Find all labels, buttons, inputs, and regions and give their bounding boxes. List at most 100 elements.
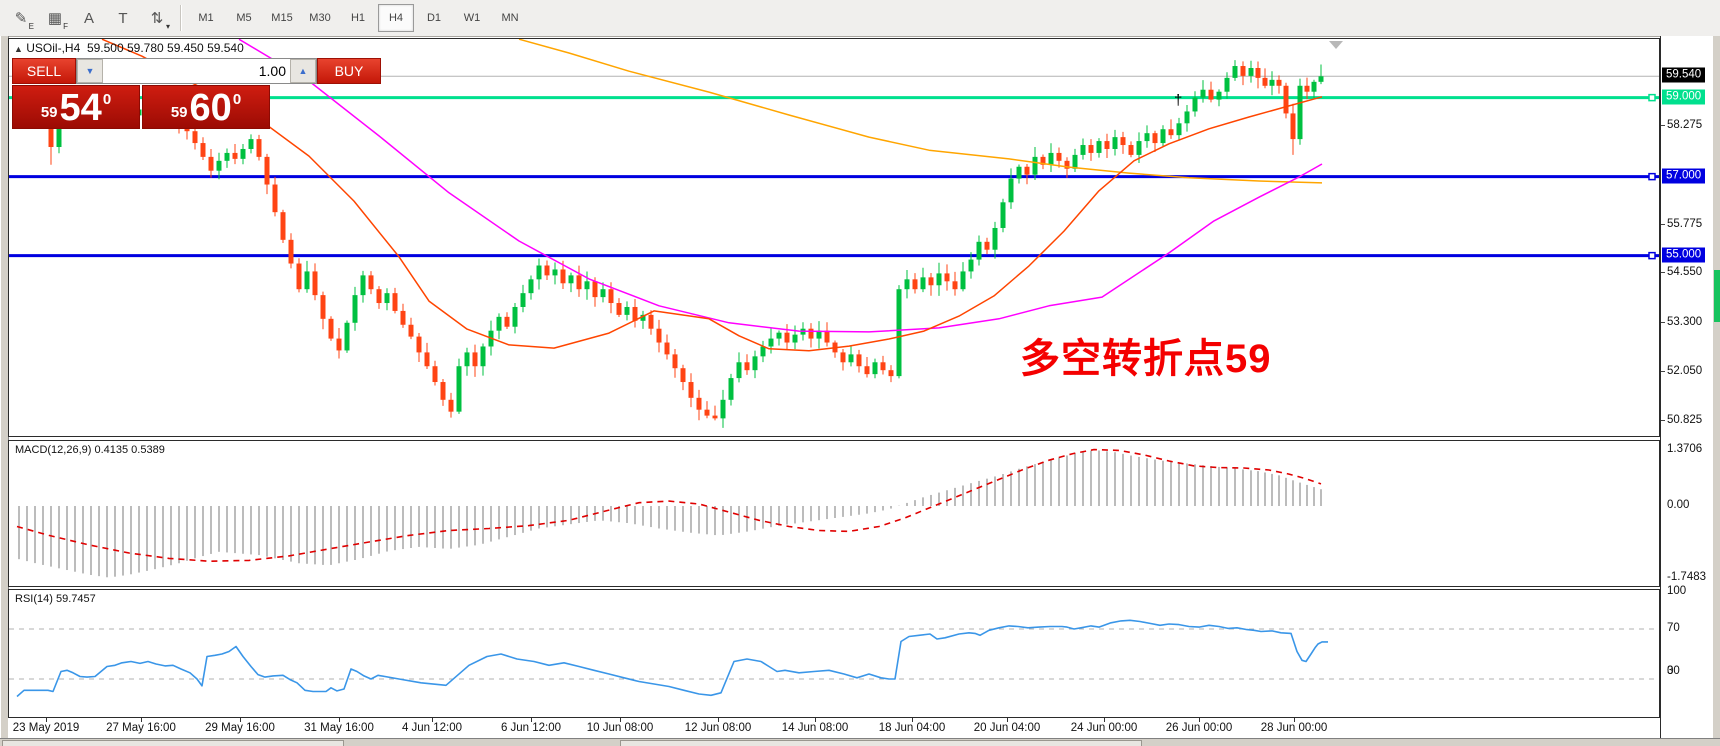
price-axis[interactable]: 59.540 59.000 58.275 57.000 55.775 55.000 54.5…: [1660, 36, 1713, 738]
macd-label: MACD(12,26,9) 0.4135 0.5389: [15, 444, 165, 456]
buy-price-pips: 60: [189, 87, 232, 129]
timeframe-button-m15[interactable]: M15: [271, 12, 293, 24]
timeframe-button-d1[interactable]: D1: [426, 12, 442, 24]
cross-marker: †: [1174, 92, 1183, 109]
fibo-grid-icon[interactable]: ▦ F: [47, 10, 68, 31]
timeframe-button-m5[interactable]: M5: [236, 12, 252, 24]
volume-input[interactable]: [103, 59, 290, 83]
sell-button[interactable]: SELL: [12, 58, 76, 84]
sell-price-fraction: 0: [102, 91, 112, 108]
price-label-55.775: 55.775: [1667, 218, 1703, 231]
macd-axis-label: 1.3706: [1667, 442, 1703, 455]
volume-decrease-button[interactable]: ▼: [77, 59, 103, 83]
price-tick: [1661, 371, 1665, 373]
buy-button[interactable]: BUY: [317, 58, 381, 84]
ohlc-values: 59.500 59.780 59.450 59.540: [86, 41, 244, 55]
time-tick: [1104, 718, 1105, 722]
sell-price-pips: 54: [59, 87, 102, 129]
time-label: 20 Jun 04:00: [973, 722, 1041, 734]
buy-price-fraction: 0: [232, 91, 242, 108]
price-label-55.000: 55.000: [1662, 247, 1706, 263]
timeframe-button-h1[interactable]: H1: [350, 12, 366, 24]
chart-symbol-header: ▲ USOil-,H4 59.500 59.780 59.450 59.540: [14, 41, 244, 55]
rsi-label: RSI(14) 59.7457: [15, 593, 96, 605]
price-tick: [1661, 419, 1665, 421]
time-label: 4 Jun 12:00: [401, 722, 463, 734]
sell-price-tile[interactable]: 59 54 0: [12, 85, 140, 129]
rsi-axis-label: 30: [1667, 665, 1680, 677]
macd-indicator-pane[interactable]: MACD(12,26,9) 0.4135 0.5389: [8, 440, 1660, 587]
timeframe-button-mn[interactable]: MN: [501, 12, 519, 24]
buy-price-tile[interactable]: 59 60 0: [142, 85, 270, 129]
time-label: 10 Jun 08:00: [586, 722, 654, 734]
main-chart-pane[interactable]: [8, 38, 1660, 437]
text-label-icon[interactable]: A: [83, 9, 94, 27]
time-tick: [912, 718, 913, 722]
time-tick: [432, 718, 433, 722]
price-label-57.000: 57.000: [1662, 168, 1706, 184]
volume-spinner: ▼ ▲: [76, 58, 317, 84]
rsi-axis-label: 100: [1667, 584, 1687, 597]
time-tick: [1007, 718, 1008, 722]
price-label-50.825: 50.825: [1667, 413, 1703, 426]
window-right-edge: [1712, 36, 1720, 738]
time-tick: [339, 718, 340, 722]
drawing-tool-group: ✎ E ▦ F A T ⇅ ▾: [4, 3, 174, 33]
text-box-icon[interactable]: T: [118, 9, 128, 27]
time-tick: [718, 718, 719, 722]
time-tick: [1199, 718, 1200, 722]
collapse-arrow-icon[interactable]: ▲: [14, 44, 23, 54]
time-label: 31 May 16:00: [304, 722, 374, 734]
time-tick: [815, 718, 816, 722]
price-tick: [1661, 321, 1665, 323]
time-label: 12 Jun 08:00: [684, 722, 752, 734]
timeframe-group: M1 M5 M15 M30 H1 H4 D1 W1 MN: [187, 4, 529, 32]
rsi-indicator-pane[interactable]: RSI(14) 59.7457: [8, 589, 1660, 718]
rsi-axis-label: 70: [1667, 622, 1680, 634]
status-strip-box: [620, 740, 1142, 746]
volume-increase-button[interactable]: ▲: [290, 59, 316, 83]
price-tick: [1661, 224, 1665, 226]
one-click-trade-panel: SELL ▼ ▲ BUY 59 54 0 59 60 0: [12, 58, 381, 129]
time-label: 6 Jun 12:00: [500, 722, 562, 734]
time-tick: [531, 718, 532, 722]
price-label-53.300: 53.300: [1667, 315, 1703, 328]
time-label: 18 Jun 04:00: [878, 722, 946, 734]
time-tick: [240, 718, 241, 722]
buy-price-integer: 59: [170, 104, 188, 121]
status-strip-box: [2, 740, 344, 746]
timeframe-button-m30[interactable]: M30: [309, 12, 331, 24]
time-label: 14 Jun 08:00: [781, 722, 849, 734]
price-label-59.000: 59.000: [1662, 89, 1706, 105]
time-tick: [620, 718, 621, 722]
sell-price-integer: 59: [40, 104, 58, 121]
price-label-58.275: 58.275: [1667, 119, 1703, 132]
price-tick: [1661, 272, 1665, 274]
time-label: 29 May 16:00: [205, 722, 275, 734]
time-label: 27 May 16:00: [106, 722, 176, 734]
price-label-59.540: 59.540: [1662, 67, 1706, 83]
time-tick: [141, 718, 142, 722]
time-label: 28 Jun 00:00: [1260, 722, 1328, 734]
macd-axis-label: 0.00: [1667, 499, 1690, 511]
timeframe-button-w1[interactable]: W1: [463, 12, 481, 24]
crayon-tool-icon[interactable]: ✎ E: [14, 10, 34, 31]
time-tick: [1294, 718, 1295, 722]
price-label-52.050: 52.050: [1667, 365, 1703, 378]
price-label-54.550: 54.550: [1667, 266, 1703, 279]
price-tick: [1661, 125, 1665, 127]
timeframe-button-m1[interactable]: M1: [198, 12, 214, 24]
cursor-crosshair-icon[interactable]: ⇅ ▾: [150, 10, 170, 31]
symbol-name: USOil-,H4: [26, 41, 81, 55]
time-label: 23 May 2019: [12, 722, 80, 734]
rsi-axis-label: 0: [1667, 665, 1674, 677]
docked-panel-fragment: [1714, 270, 1720, 322]
time-label: 24 Jun 00:00: [1070, 722, 1138, 734]
status-strip: [0, 738, 1720, 746]
time-axis[interactable]: 23 May 2019 27 May 16:00 29 May 16:00 31 Ma…: [8, 717, 1660, 739]
chinese-annotation: 多空转折点59: [1020, 337, 1272, 381]
macd-axis-label: -1.7483: [1667, 570, 1707, 583]
timeframe-button-h4[interactable]: H4: [378, 4, 414, 32]
toolbar: ✎ E ▦ F A T ⇅ ▾ M1 M5 M15 M30 H1 H4 D1 W1 MN: [0, 0, 1720, 37]
